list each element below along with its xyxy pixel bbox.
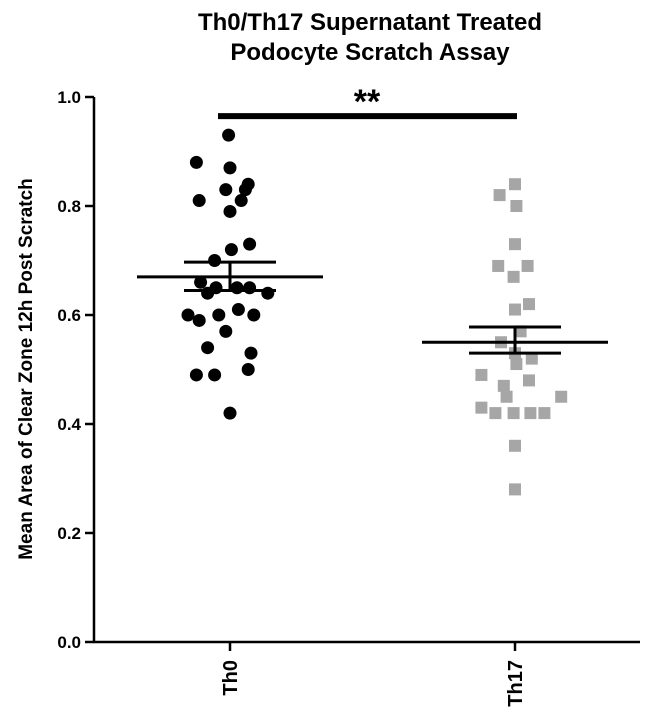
- data-point-th17: [509, 303, 521, 316]
- data-point-th0: [223, 161, 237, 175]
- data-point-th17: [510, 358, 523, 371]
- data-point-th0: [243, 281, 257, 295]
- data-point-th17: [523, 298, 535, 311]
- data-point-th17: [492, 259, 505, 272]
- data-point-th17: [525, 352, 538, 365]
- data-point-th0: [219, 183, 233, 197]
- data-point-th17: [524, 407, 537, 420]
- data-point-th0: [224, 243, 238, 257]
- data-point-th17: [489, 407, 502, 420]
- x-category-label: Th0: [220, 660, 242, 696]
- data-point-th0: [222, 128, 236, 142]
- data-point-th17: [507, 407, 520, 420]
- data-point-th0: [223, 204, 237, 218]
- y-tick-label: 0.0: [57, 633, 81, 652]
- data-point-th0: [247, 308, 261, 322]
- y-axis-ticks: 0.0 0.2 0.4 0.6 0.8 1.0: [57, 88, 94, 652]
- data-point-th17: [475, 401, 488, 414]
- y-tick-label: 0.8: [57, 197, 81, 216]
- y-axis-label: Mean Area of Clear Zone 12h Post Scratch: [16, 178, 37, 560]
- mean-sem-bars: [137, 260, 608, 355]
- data-point-th17: [509, 238, 521, 251]
- y-tick-label: 1.0: [57, 88, 81, 107]
- data-point-th0: [208, 254, 222, 267]
- y-tick-label: 0.4: [57, 415, 81, 434]
- data-point-th0: [192, 313, 206, 327]
- data-point-th0: [238, 183, 252, 197]
- data-point-th17: [509, 439, 521, 452]
- data-point-th0: [234, 194, 248, 208]
- data-point-th0: [201, 286, 215, 300]
- data-point-th17: [493, 189, 506, 202]
- data-point-th0: [181, 308, 195, 322]
- significance-annotation: **: [218, 83, 517, 121]
- data-point-th17: [507, 270, 520, 283]
- data-point-th17: [555, 390, 568, 403]
- data-point-th17: [521, 259, 534, 272]
- y-tick-label: 0.2: [57, 524, 81, 543]
- data-point-th17: [509, 178, 521, 191]
- data-points: [181, 128, 568, 496]
- data-point-th0: [208, 368, 222, 382]
- data-point-th0: [261, 286, 275, 300]
- data-point-th0: [194, 275, 208, 289]
- data-point-th0: [241, 363, 255, 376]
- data-point-th17: [509, 483, 521, 496]
- x-axis-categories: Th0 Th17: [220, 642, 527, 707]
- data-point-th0: [189, 368, 203, 382]
- chart-title-line-2: Podocyte Scratch Assay: [230, 39, 510, 66]
- data-point-th17: [538, 407, 551, 420]
- data-point-th17: [497, 379, 510, 392]
- chart-title-line-1: Th0/Th17 Supernatant Treated: [198, 9, 542, 36]
- data-point-th0: [244, 346, 258, 360]
- y-tick-label: 0.6: [57, 306, 81, 325]
- data-point-th0: [230, 281, 244, 295]
- data-point-th0: [243, 237, 257, 251]
- data-point-th17: [510, 200, 523, 212]
- data-point-th0: [231, 303, 245, 317]
- data-point-th17: [523, 374, 535, 387]
- data-point-th0: [201, 341, 215, 355]
- data-point-th0: [189, 155, 203, 169]
- x-category-label: Th17: [505, 660, 527, 707]
- data-point-th0: [212, 308, 226, 322]
- data-point-th17: [500, 390, 513, 403]
- data-point-th17: [475, 368, 488, 381]
- data-point-th0: [223, 406, 237, 420]
- data-point-th0: [192, 194, 206, 208]
- significance-label: **: [354, 83, 381, 121]
- data-point-th0: [219, 324, 233, 338]
